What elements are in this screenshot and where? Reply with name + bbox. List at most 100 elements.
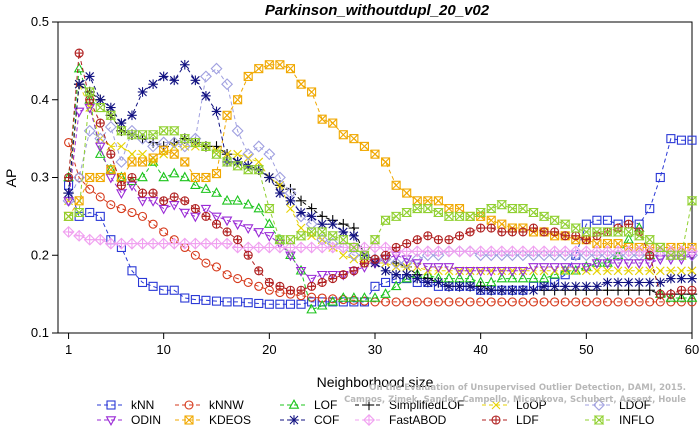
data-point-inflo	[306, 227, 317, 237]
y-axis-label: AP	[3, 169, 19, 188]
legend-entry-fastabod: FastABOD	[355, 413, 447, 427]
data-point-ldof	[115, 155, 128, 168]
series-knn	[64, 134, 697, 309]
data-point-odin	[232, 220, 243, 231]
data-point-knn	[275, 299, 285, 309]
legend-label: kNN	[131, 398, 154, 412]
data-point-kdeos	[148, 153, 158, 163]
data-point-odin	[602, 259, 613, 269]
data-point-cof	[507, 285, 518, 296]
data-point-inflo	[517, 204, 529, 214]
data-point-loop	[286, 204, 295, 213]
data-point-odin	[306, 274, 317, 285]
data-point-inflo	[559, 219, 571, 229]
data-point-ldf	[317, 277, 327, 288]
data-point-kdeos	[381, 157, 391, 167]
data-point-odin	[73, 107, 85, 118]
data-point-ldof	[347, 249, 360, 262]
data-point-knnw	[454, 297, 465, 307]
data-point-inflo	[137, 130, 148, 140]
data-point-cof	[63, 188, 74, 198]
data-point-cof	[676, 273, 687, 284]
data-point-inflo	[274, 235, 286, 245]
series-layer	[62, 48, 698, 314]
data-point-cof	[116, 118, 127, 128]
data-point-cof	[201, 91, 211, 101]
data-point-fastabod	[221, 237, 234, 250]
legend-entry-inflo: INFLO	[585, 413, 654, 427]
data-point-ldf	[233, 235, 243, 245]
legend-label: ODIN	[131, 413, 161, 427]
data-point-kdeos	[106, 165, 116, 175]
data-point-odin	[464, 267, 476, 277]
data-point-fastabod	[464, 245, 477, 258]
data-point-lof	[538, 272, 550, 283]
data-point-knn	[169, 285, 179, 295]
data-point-loop	[666, 266, 676, 276]
data-point-inflo	[158, 126, 169, 136]
legend-entry-loop: LoOP	[482, 398, 547, 412]
data-point-fastabod	[516, 245, 529, 258]
data-point-inflo	[84, 87, 96, 97]
data-point-inflo	[507, 204, 518, 214]
data-point-inflo	[602, 227, 613, 237]
data-point-inflo	[654, 242, 666, 253]
data-point-knnw	[645, 297, 655, 307]
data-point-cof	[644, 277, 655, 288]
data-point-ldof	[178, 140, 191, 153]
data-point-cof	[444, 281, 454, 292]
data-point-fastabod	[633, 245, 646, 258]
data-point-ldf	[180, 196, 190, 206]
data-point-knnw	[190, 250, 200, 260]
data-point-odin	[116, 189, 127, 199]
data-point-cof	[539, 281, 549, 292]
data-point-lof	[507, 272, 518, 283]
data-point-inflo	[676, 250, 687, 260]
data-point-inflo	[623, 227, 634, 237]
data-point-inflo	[581, 227, 592, 237]
data-point-knn	[85, 207, 95, 218]
data-point-inflo	[591, 227, 603, 237]
data-point-fastabod	[125, 237, 138, 250]
data-point-fastabod	[569, 245, 582, 258]
legend-entry-ldof: LDOF	[585, 398, 651, 412]
data-point-cof	[518, 285, 528, 296]
data-point-kdeos	[201, 172, 211, 183]
data-point-fastabod	[442, 245, 455, 258]
data-point-inflo	[116, 126, 127, 136]
legend-label: SimplifiedLOF	[389, 398, 464, 412]
legend-label: COF	[314, 413, 339, 427]
data-point-ldf	[391, 242, 401, 253]
data-point-inflo	[549, 215, 560, 225]
data-point-ldof	[273, 171, 286, 184]
data-point-knnw	[85, 184, 95, 194]
data-point-fastabod	[474, 245, 487, 258]
data-point-knnw	[560, 297, 570, 307]
data-point-fastabod	[73, 229, 86, 242]
data-point-lof	[221, 194, 233, 205]
x-tick-label: 1	[65, 342, 72, 357]
data-point-knnw	[307, 292, 317, 302]
data-point-loop	[106, 142, 116, 151]
y-tick-label: 0.4	[31, 92, 49, 107]
data-point-cof	[549, 281, 560, 292]
data-point-knn	[338, 297, 348, 307]
data-point-ldf	[222, 227, 232, 237]
data-point-cof	[106, 102, 116, 113]
data-point-ldf	[423, 231, 433, 241]
data-point-odin	[179, 208, 191, 219]
data-point-knn	[645, 204, 655, 214]
x-tick-label: 10	[156, 342, 170, 357]
data-point-knnw	[539, 297, 549, 307]
data-point-fastabod	[147, 237, 160, 250]
x-tick-label: 50	[579, 342, 593, 357]
series-line-inflo	[68, 90, 693, 257]
y-tick-label: 0.5	[31, 14, 49, 29]
data-point-fastabod	[136, 237, 149, 250]
data-point-fastabod	[115, 237, 128, 250]
data-point-knn	[592, 215, 602, 225]
data-point-lof	[306, 303, 317, 314]
data-point-fastabod	[199, 237, 212, 250]
data-point-loop	[254, 157, 264, 167]
data-point-loop	[233, 149, 243, 159]
